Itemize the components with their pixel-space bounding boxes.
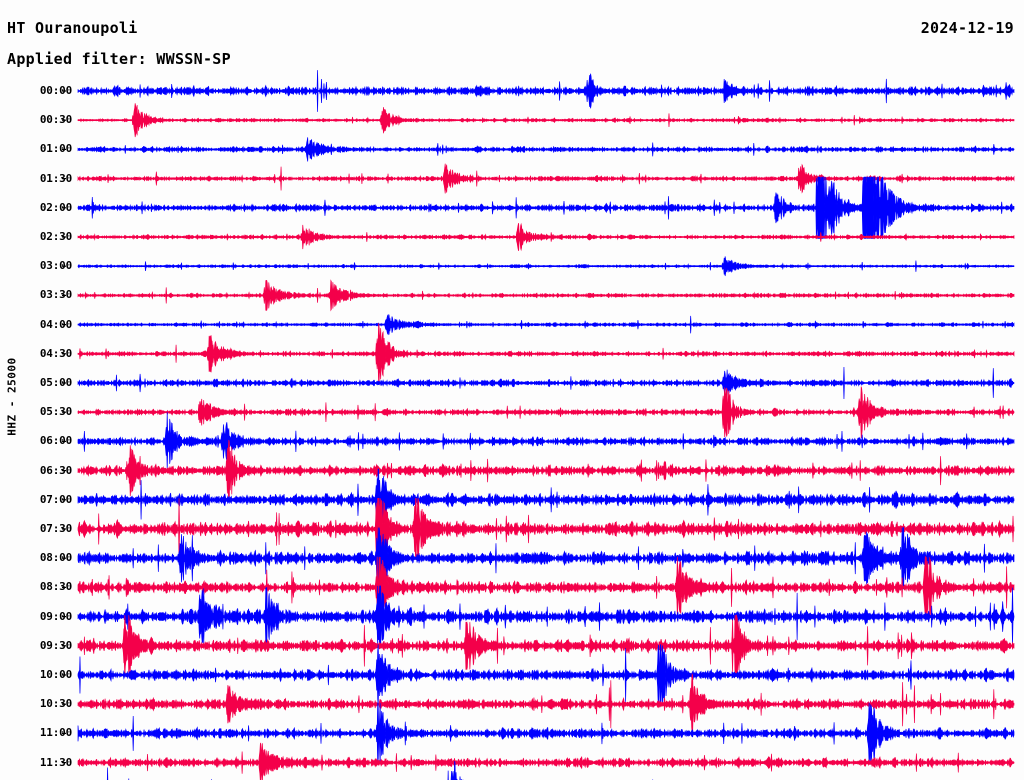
record-date: 2024-12-19: [920, 19, 1014, 37]
applied-filter-label: Applied filter: WWSSN-SP: [7, 50, 231, 68]
station-title: HT Ouranoupoli: [7, 19, 138, 37]
